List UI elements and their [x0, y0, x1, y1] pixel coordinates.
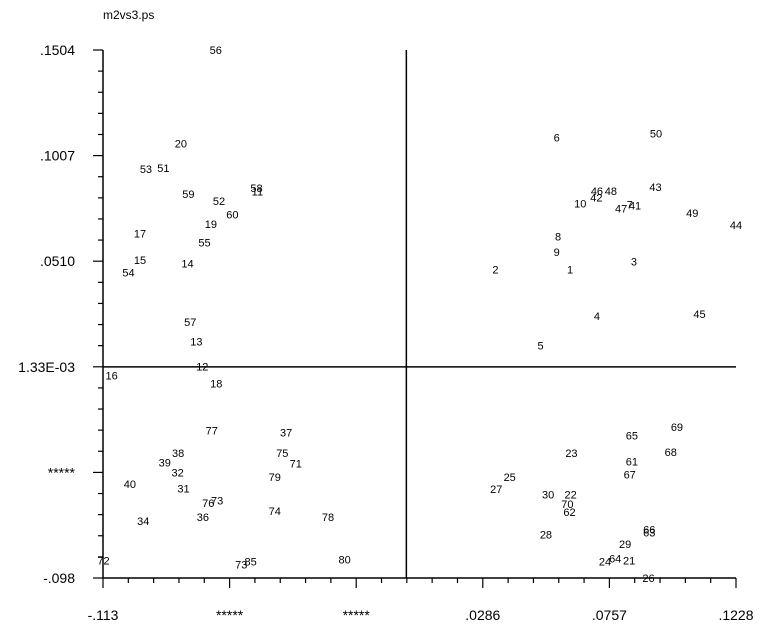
- data-point-label: 26: [642, 573, 654, 585]
- data-point-label: 64: [609, 553, 621, 565]
- data-point-label: 7: [627, 200, 633, 212]
- data-point-label: 45: [693, 309, 705, 321]
- data-point-label: 71: [290, 458, 302, 470]
- data-point-label: 48: [605, 186, 617, 198]
- data-point-label: 38: [172, 448, 184, 460]
- data-point-label: 85: [245, 557, 257, 569]
- data-point-label: 46: [591, 186, 603, 198]
- data-point-label: 75: [276, 448, 288, 460]
- data-point-label: 68: [665, 447, 677, 459]
- data-point-label: 54: [122, 268, 134, 280]
- data-point-label: 40: [124, 479, 136, 491]
- data-point-label: 17: [134, 228, 146, 240]
- data-point-label: 8: [555, 231, 561, 243]
- data-point-label: 56: [210, 45, 222, 57]
- data-point-label: 39: [159, 457, 171, 469]
- axes: [102, 50, 736, 579]
- data-point-label: 53: [140, 164, 152, 176]
- data-point-label: 58: [250, 183, 262, 195]
- y-tick-label: .1504: [40, 42, 75, 58]
- data-point-label: 28: [540, 530, 552, 542]
- y-tick-label: 1.33E-03: [18, 359, 75, 375]
- data-point-label: 23: [565, 448, 577, 460]
- data-point-label: 72: [97, 556, 109, 568]
- data-point-label: 22: [565, 489, 577, 501]
- data-point-label: 76: [202, 498, 214, 510]
- data-point-label: 37: [280, 427, 292, 439]
- data-point-label: 70: [561, 499, 573, 511]
- data-point-label: 41: [629, 201, 641, 213]
- x-tick-label: .0757: [592, 607, 627, 623]
- data-point-label: 1: [567, 265, 573, 277]
- data-point-label: 20: [175, 139, 187, 151]
- data-point-label: 50: [650, 129, 662, 141]
- data-point-label: 24: [599, 557, 611, 569]
- y-tick-label: .1007: [40, 148, 75, 164]
- data-point-label: 49: [686, 208, 698, 220]
- data-point-label: 55: [198, 238, 210, 250]
- data-point-label: 2: [492, 265, 498, 277]
- data-point-label: 15: [134, 255, 146, 267]
- data-point-label: 11: [252, 187, 263, 199]
- data-point-label: 29: [619, 539, 631, 551]
- y-tick-label: *****: [48, 464, 76, 480]
- data-point-label: 67: [624, 470, 636, 482]
- axis-ticks: [93, 49, 737, 588]
- data-point-label: 43: [649, 182, 661, 194]
- data-point-label: 10: [574, 198, 586, 210]
- x-tick-label: *****: [343, 607, 371, 623]
- data-point-label: 60: [226, 210, 238, 222]
- data-point-label: 77: [206, 425, 218, 437]
- data-point-label: 34: [137, 516, 149, 528]
- tick-labels: .1504 .1007 .0510 1.33E-03 ***** -.098 -.113 **…: [18, 42, 754, 623]
- data-point-label: 6: [554, 133, 560, 145]
- data-point-label: 5: [538, 341, 544, 353]
- data-point-label: 16: [105, 370, 117, 382]
- data-point-label: 18: [210, 379, 222, 391]
- data-point-label: 42: [590, 192, 602, 204]
- y-tick-label: -.098: [43, 570, 75, 586]
- data-point-label: 30: [542, 489, 554, 501]
- data-point-label: 63: [643, 528, 655, 540]
- data-point-label: 73: [211, 496, 223, 508]
- data-point-label: 52: [213, 196, 225, 208]
- data-point-label: 51: [157, 163, 169, 175]
- data-point-label: 9: [554, 247, 560, 259]
- data-point-label: 69: [671, 422, 683, 434]
- window-title: m2vs3.ps: [103, 8, 155, 22]
- data-point-label: 66: [643, 525, 655, 537]
- data-point-label: 36: [197, 512, 209, 524]
- data-point-label: 13: [190, 337, 202, 349]
- data-point-label: 19: [205, 219, 217, 231]
- data-point-label: 32: [172, 468, 184, 480]
- x-tick-label: *****: [216, 607, 244, 623]
- data-point-label: 57: [184, 317, 196, 329]
- x-tick-label: .0286: [465, 607, 500, 623]
- data-point-label: 79: [269, 472, 281, 484]
- data-point-label: 47: [615, 204, 627, 216]
- data-point-label: 65: [626, 431, 638, 443]
- data-point-label: 31: [177, 483, 189, 495]
- data-point-label: 78: [322, 512, 334, 524]
- data-point-label: 62: [563, 507, 575, 519]
- data-point-label: 12: [196, 362, 208, 374]
- data-point-label: 74: [269, 506, 281, 518]
- data-point-label: 25: [504, 472, 516, 484]
- data-point-label: 59: [182, 189, 194, 201]
- data-point-label: 14: [181, 258, 193, 270]
- data-point-label: 80: [338, 555, 350, 567]
- data-point-label: 21: [623, 556, 635, 568]
- data-point-label: 73: [235, 560, 247, 572]
- y-tick-label: .0510: [40, 253, 75, 269]
- data-point-label: 44: [730, 220, 742, 232]
- x-tick-label: .1228: [718, 607, 753, 623]
- data-point-label: 4: [594, 311, 600, 323]
- data-point-label: 61: [626, 456, 638, 468]
- data-point-label: 3: [631, 256, 637, 268]
- x-tick-label: -.113: [88, 607, 119, 623]
- data-point-label: 27: [490, 484, 502, 496]
